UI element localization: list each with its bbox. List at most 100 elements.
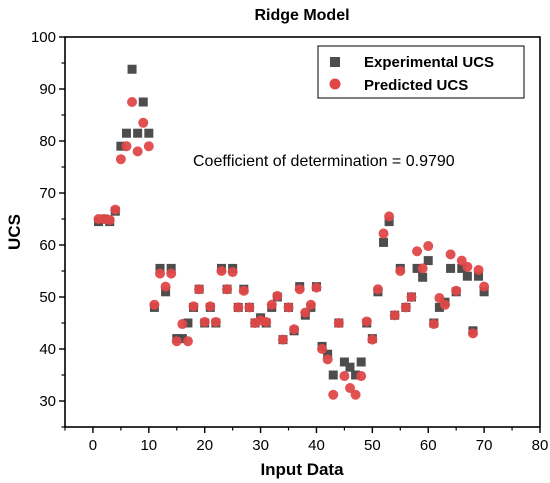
predicted-point <box>451 285 462 296</box>
predicted-point <box>194 284 205 295</box>
predicted-point <box>160 281 171 292</box>
predicted-point <box>440 299 450 310</box>
predicted-point <box>300 307 311 318</box>
predicted-point <box>115 154 126 165</box>
experimental-point <box>412 263 422 273</box>
experimental-point <box>133 128 143 138</box>
predicted-point <box>233 302 244 313</box>
predicted-point <box>222 284 233 295</box>
x-tick-label: 70 <box>476 437 493 454</box>
predicted-point <box>289 324 300 335</box>
predicted-point <box>171 336 182 347</box>
plot-area <box>64 36 541 428</box>
predicted-point <box>188 301 199 312</box>
experimental-point <box>323 349 333 359</box>
x-tick-label: 30 <box>252 437 269 454</box>
predicted-point <box>479 281 490 292</box>
predicted-point <box>277 334 288 345</box>
experimental-point <box>339 357 349 367</box>
experimental-point <box>328 370 338 380</box>
predicted-point <box>216 266 227 276</box>
experimental-point <box>462 271 472 281</box>
experimental-point <box>116 141 126 151</box>
predicted-point <box>244 302 255 313</box>
predicted-point <box>473 264 484 275</box>
experimental-point <box>418 272 428 282</box>
experimental-point <box>127 64 137 74</box>
predicted-point <box>143 141 154 152</box>
x-axis-title: Input Data <box>260 460 344 479</box>
experimental-point <box>345 362 355 372</box>
predicted-point <box>345 383 355 393</box>
predicted-point <box>177 319 188 330</box>
x-tick-label: 10 <box>140 437 157 454</box>
y-tick-label: 100 <box>31 29 56 46</box>
predicted-point <box>333 318 344 328</box>
experimental-point <box>121 128 131 138</box>
predicted-point <box>166 268 177 279</box>
predicted-point <box>423 241 434 252</box>
experimental-point <box>384 217 394 227</box>
predicted-point <box>283 302 294 313</box>
predicted-point <box>417 263 428 274</box>
predicted-point <box>462 261 473 272</box>
predicted-point <box>339 371 350 382</box>
predicted-point <box>294 284 305 295</box>
experimental-point <box>166 263 176 273</box>
experimental-point <box>474 271 484 281</box>
experimental-point <box>479 287 489 297</box>
predicted-point <box>311 282 322 293</box>
predicted-point <box>149 299 160 310</box>
legend-label-experimental: Experimental UCS <box>364 54 494 71</box>
y-tick-label: 80 <box>39 133 56 150</box>
experimental-point <box>183 318 193 328</box>
y-tick-label: 90 <box>39 81 56 98</box>
x-tick-label: 40 <box>308 437 325 454</box>
series-predicted <box>93 97 490 400</box>
r2-annotation: Coefficient of determination = 0.9790 <box>193 153 455 170</box>
experimental-point <box>434 302 444 312</box>
x-tick-label: 50 <box>364 437 381 454</box>
predicted-point <box>378 228 389 239</box>
x-tick-label: 80 <box>532 437 549 454</box>
x-tick-label: 20 <box>196 437 213 454</box>
experimental-point <box>155 263 165 273</box>
legend: Experimental UCS Predicted UCS <box>317 45 525 99</box>
predicted-point <box>328 389 339 400</box>
predicted-point <box>305 299 316 310</box>
experimental-point <box>144 128 154 138</box>
predicted-point <box>322 354 333 365</box>
predicted-point <box>412 246 423 257</box>
predicted-point <box>110 204 121 215</box>
predicted-point <box>210 316 221 327</box>
experimental-point <box>177 334 187 344</box>
predicted-point <box>406 292 417 302</box>
predicted-point <box>445 249 456 260</box>
y-tick-label: 70 <box>39 185 56 202</box>
experimental-point <box>379 237 389 247</box>
chart-title: Ridge Model <box>254 7 349 24</box>
predicted-point <box>238 285 249 296</box>
experimental-point <box>161 287 171 297</box>
x-tick-label: 60 <box>420 437 437 454</box>
predicted-point <box>266 299 277 310</box>
experimental-point <box>356 357 366 367</box>
experimental-point <box>351 370 361 380</box>
predicted-point <box>182 336 193 347</box>
predicted-point <box>467 328 478 339</box>
experimental-point <box>446 263 456 273</box>
predicted-point <box>356 371 367 382</box>
predicted-point <box>121 141 132 152</box>
predicted-point <box>384 211 395 222</box>
predicted-point <box>367 334 378 345</box>
y-tick-label: 60 <box>39 237 56 254</box>
legend-marker-experimental <box>330 57 340 67</box>
experimental-point <box>423 256 433 266</box>
predicted-point <box>227 267 238 278</box>
predicted-point <box>372 284 383 295</box>
x-axis: 0 10 20 30 40 50 60 70 80 <box>64 427 549 454</box>
experimental-point <box>138 97 148 107</box>
predicted-point <box>395 266 406 276</box>
predicted-point <box>138 117 149 128</box>
